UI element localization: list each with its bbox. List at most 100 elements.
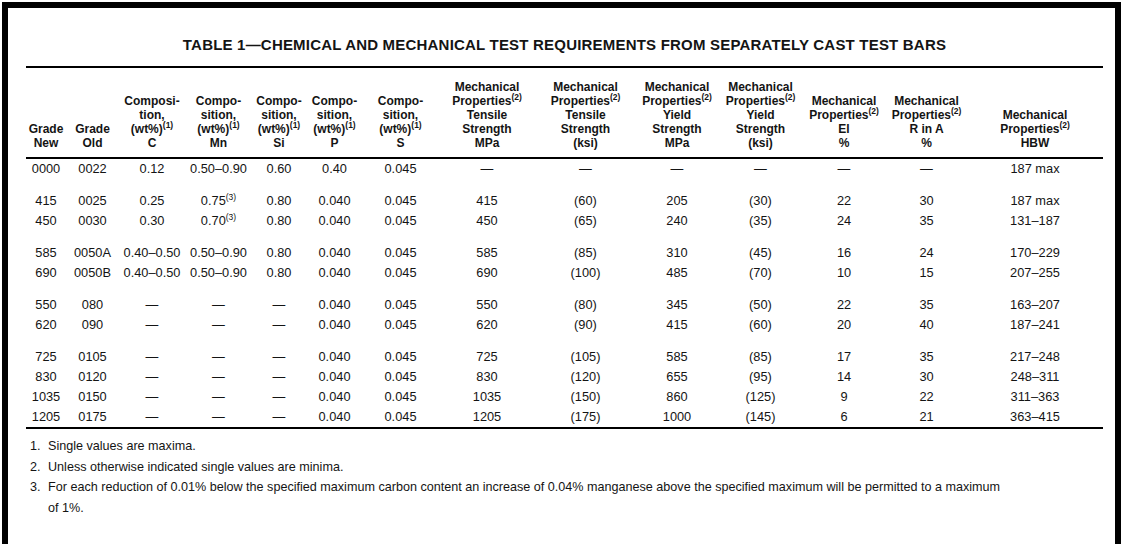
table-cell: 35 [886, 211, 967, 231]
table-cell: 1035 [438, 387, 536, 407]
column-header-13: MechanicalProperties(2)HBW [967, 67, 1103, 158]
table-content-area: TABLE 1—CHEMICAL AND MECHANICAL TEST REQ… [26, 8, 1103, 518]
table-cell: 240 [635, 211, 719, 231]
table-cell: 30 [886, 367, 967, 387]
footnote-text: Unless otherwise indicated single values… [48, 457, 1103, 478]
footnotes: 1.Single values are maxima.2.Unless othe… [26, 436, 1103, 518]
footnote-3: 3.For each reduction of 0.01% below the … [30, 477, 1103, 518]
table-cell: 310 [635, 243, 719, 263]
table-header: GradeNewGradeOldComposi-tion,(wt%)(1)CCo… [26, 67, 1103, 158]
table-row: 8300120———0.0400.045830(120)655(95)14302… [26, 367, 1103, 387]
table-cell: 0.045 [363, 191, 438, 211]
group-spacer-row [26, 335, 1103, 347]
table-cell: — [252, 295, 306, 315]
table-cell: 0.040 [306, 211, 363, 231]
table-cell: 0.50–0.90 [185, 158, 252, 179]
table-body: 000000220.120.50–0.900.600.400.045——————… [26, 158, 1103, 428]
table-cell: (60) [719, 315, 802, 335]
table-cell: 187 max [967, 191, 1103, 211]
table-cell: 17 [802, 347, 886, 367]
table-cell: 0.40–0.50 [119, 243, 185, 263]
table-cell: 415 [635, 315, 719, 335]
column-header-9: MechanicalProperties(2)YieldStrengthMPa [635, 67, 719, 158]
table-cell: 0.040 [306, 243, 363, 263]
table-cell: 725 [438, 347, 536, 367]
table-cell: 0050A [66, 243, 119, 263]
table-cell: (145) [719, 407, 802, 428]
footnote-number: 1. [30, 436, 48, 457]
table-cell: 620 [26, 315, 66, 335]
column-header-11: MechanicalProperties(2)El% [802, 67, 886, 158]
table-cell: — [886, 158, 967, 179]
table-cell: 450 [26, 211, 66, 231]
table-cell: 550 [438, 295, 536, 315]
table-cell: — [252, 315, 306, 335]
table-cell: 0000 [26, 158, 66, 179]
table-cell: 415 [26, 191, 66, 211]
footnote-ref: (2) [951, 106, 961, 116]
column-header-8: MechanicalProperties(2)TensileStrength(k… [536, 67, 635, 158]
table-cell: 170–229 [967, 243, 1103, 263]
table-cell: — [119, 387, 185, 407]
table-cell: 725 [26, 347, 66, 367]
table-cell: 690 [438, 263, 536, 283]
table-cell: (175) [536, 407, 635, 428]
group-spacer-row [26, 231, 1103, 243]
footnote-2: 2.Unless otherwise indicated single valu… [30, 457, 1103, 478]
column-header-7: MechanicalProperties(2)TensileStrengthMP… [438, 67, 536, 158]
table-cell: 187 max [967, 158, 1103, 179]
table-cell: 1205 [438, 407, 536, 428]
table-cell: (105) [536, 347, 635, 367]
table-cell: — [185, 367, 252, 387]
table-cell: 22 [886, 387, 967, 407]
table-cell: 311–363 [967, 387, 1103, 407]
table-cell: — [802, 158, 886, 179]
table-cell: 207–255 [967, 263, 1103, 283]
table-row: 6900050B0.40–0.500.50–0.900.800.0400.045… [26, 263, 1103, 283]
footnote-number: 2. [30, 457, 48, 478]
table-cell: 585 [26, 243, 66, 263]
table-cell: (50) [719, 295, 802, 315]
table-cell: — [438, 158, 536, 179]
table-cell: (120) [536, 367, 635, 387]
table-cell: 9 [802, 387, 886, 407]
table-title: TABLE 1—CHEMICAL AND MECHANICAL TEST REQ… [26, 36, 1103, 53]
footnote-1: 1.Single values are maxima. [30, 436, 1103, 457]
table-cell: 20 [802, 315, 886, 335]
table-cell: 30 [886, 191, 967, 211]
column-header-6: Compo-sition,(wt%)(1)S [363, 67, 438, 158]
table-cell: 0.040 [306, 263, 363, 283]
table-cell: 0.50–0.90 [185, 263, 252, 283]
table-cell: 0.045 [363, 387, 438, 407]
table-cell: 0.80 [252, 243, 306, 263]
table-cell: 21 [886, 407, 967, 428]
table-cell: 10 [802, 263, 886, 283]
table-cell: — [719, 158, 802, 179]
table-cell: 860 [635, 387, 719, 407]
table-cell: 0.045 [363, 211, 438, 231]
table-cell: 0.040 [306, 295, 363, 315]
table-cell: 6 [802, 407, 886, 428]
table-cell: 0.40 [306, 158, 363, 179]
footnote-ref: (1) [163, 120, 173, 130]
table-cell: 1035 [26, 387, 66, 407]
footnote-ref: (2) [610, 92, 620, 102]
table-cell: (85) [536, 243, 635, 263]
table-cell: 15 [886, 263, 967, 283]
column-header-5: Compo-sition,(wt%)(1)P [306, 67, 363, 158]
table-cell: 0.045 [363, 263, 438, 283]
table-cell: 0.80 [252, 191, 306, 211]
table-cell: 131–187 [967, 211, 1103, 231]
table-row: 41500250.250.75(3)0.800.0400.045415(60)2… [26, 191, 1103, 211]
table-cell: 248–311 [967, 367, 1103, 387]
table-cell: 080 [66, 295, 119, 315]
spacer-cell [26, 179, 1103, 191]
table-cell: (100) [536, 263, 635, 283]
table-cell: 35 [886, 347, 967, 367]
footnote-number: 3. [30, 477, 48, 518]
table-cell: 1000 [635, 407, 719, 428]
table-cell: 217–248 [967, 347, 1103, 367]
table-cell: 187–241 [967, 315, 1103, 335]
footnote-ref: (2) [701, 92, 711, 102]
table-cell: 22 [802, 191, 886, 211]
